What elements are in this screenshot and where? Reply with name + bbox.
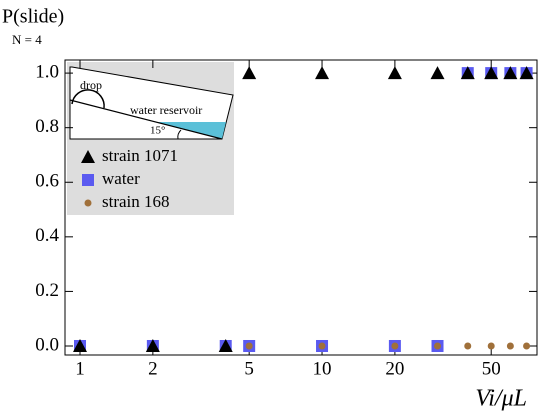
point — [391, 342, 399, 350]
point — [242, 66, 257, 80]
point — [519, 66, 534, 80]
subtitle: N = 4 — [12, 32, 42, 47]
point — [506, 342, 514, 350]
legend-label: strain 1071 — [102, 146, 178, 165]
y-tick-label: 0.0 — [35, 334, 59, 355]
inset-box — [69, 66, 234, 140]
x-tick-label: 10 — [313, 358, 332, 379]
x-tick-label: 1 — [75, 358, 85, 379]
point — [523, 342, 531, 350]
y-label: P(slide) — [2, 6, 64, 28]
inset-drop — [71, 89, 105, 109]
point — [464, 342, 472, 350]
x-tick-label: 50 — [482, 358, 501, 379]
point — [73, 338, 88, 352]
y-tick-label: 0.8 — [35, 116, 59, 137]
point — [315, 66, 330, 80]
y-tick-label: 0.4 — [35, 225, 59, 246]
point — [318, 342, 326, 350]
legend-label: water — [102, 169, 140, 188]
point — [430, 66, 445, 80]
x-tick-label: 20 — [385, 358, 404, 379]
point — [487, 342, 495, 350]
inset-incline — [69, 99, 223, 140]
point — [503, 66, 518, 80]
inset-angle — [177, 129, 182, 140]
point — [245, 342, 253, 350]
point — [387, 66, 402, 80]
y-tick-label: 0.2 — [35, 280, 59, 301]
inset-label: 15° — [150, 125, 165, 137]
x-label: Vi/μL — [475, 386, 527, 412]
point — [484, 66, 499, 80]
legend-label: strain 168 — [102, 192, 170, 211]
point — [434, 342, 442, 350]
y-tick-label: 0.6 — [35, 171, 59, 192]
inset-label: drop — [80, 78, 102, 92]
point — [218, 338, 233, 352]
legend-marker — [82, 174, 94, 186]
legend: drop water reservoir 15° strain 1071 wate… — [67, 62, 234, 215]
legend-marker — [84, 199, 92, 207]
x-tick-label: 2 — [148, 358, 158, 379]
plot-frame — [64, 59, 538, 356]
point — [145, 338, 160, 352]
legend-marker — [81, 150, 95, 163]
x-tick-label: 5 — [244, 358, 254, 379]
y-tick-label: 1.0 — [35, 61, 59, 82]
inset-label: water reservoir — [130, 103, 202, 117]
point — [460, 66, 475, 80]
